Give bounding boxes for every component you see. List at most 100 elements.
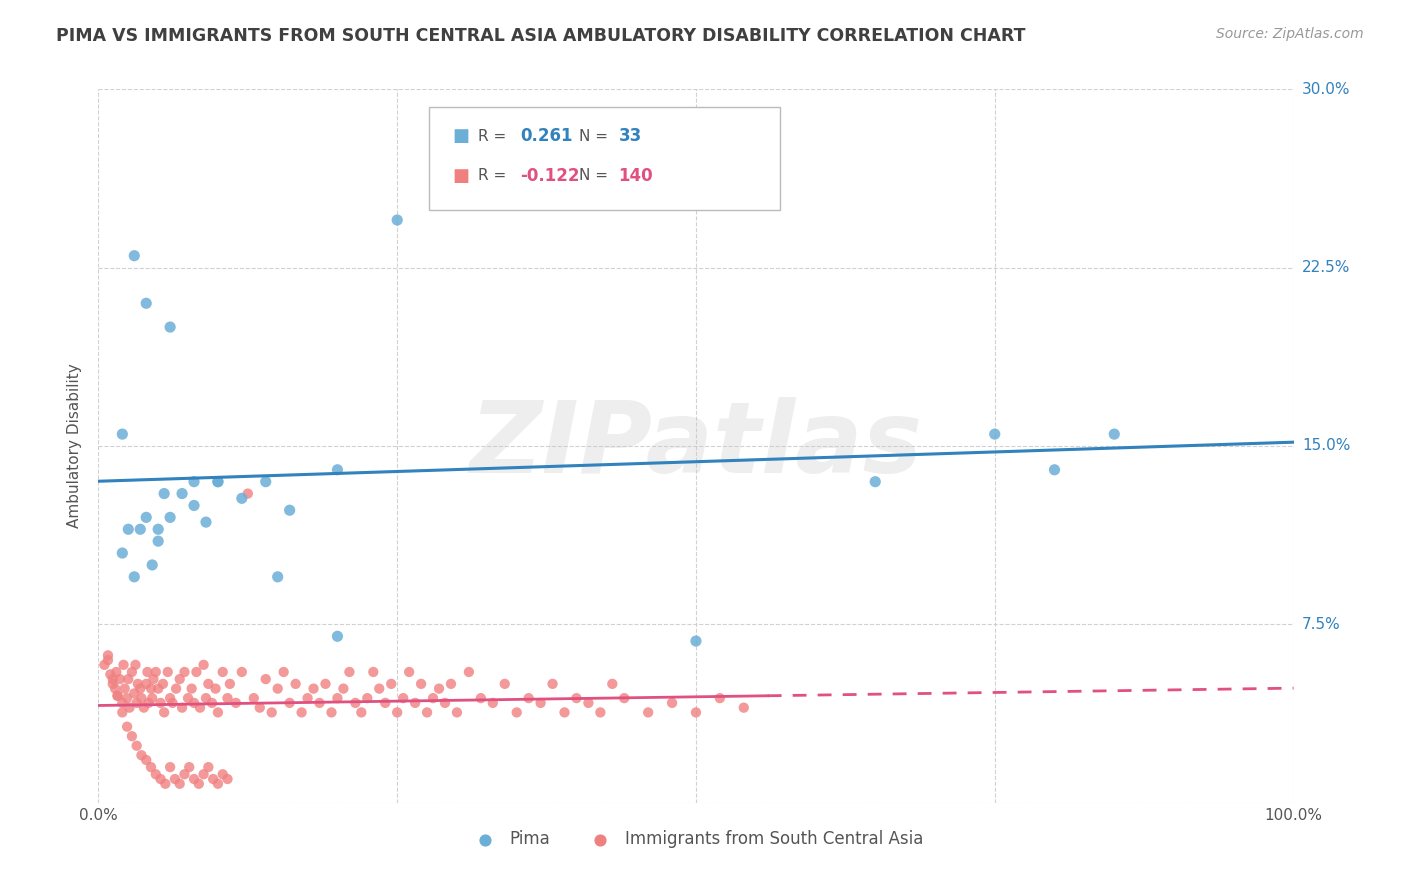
Point — [308, 696, 330, 710]
Point — [141, 558, 163, 572]
Point — [155, 777, 177, 791]
Point — [139, 760, 162, 774]
Point — [127, 677, 149, 691]
Point — [326, 629, 349, 643]
Point — [132, 700, 155, 714]
Point — [637, 706, 659, 720]
Point — [709, 691, 731, 706]
Point — [141, 691, 163, 706]
Point — [183, 499, 205, 513]
Point — [204, 681, 226, 696]
Point — [172, 700, 194, 714]
Point — [173, 665, 195, 679]
Point — [197, 677, 219, 691]
Point — [98, 667, 122, 681]
Point — [195, 691, 218, 706]
Point — [148, 534, 170, 549]
Point — [180, 681, 202, 696]
Point — [186, 665, 208, 679]
Point — [481, 696, 505, 710]
Point — [541, 677, 564, 691]
Point — [114, 681, 136, 696]
Point — [145, 665, 167, 679]
Point — [129, 681, 152, 696]
Point — [131, 748, 153, 763]
Point — [613, 691, 636, 706]
Point — [685, 634, 707, 648]
Point — [179, 760, 201, 774]
Point — [339, 665, 361, 679]
Point — [411, 677, 433, 691]
Point — [284, 677, 307, 691]
Point — [101, 677, 124, 691]
Point — [211, 665, 233, 679]
Point — [142, 672, 165, 686]
Text: ■: ■ — [453, 167, 470, 185]
Point — [121, 729, 143, 743]
Point — [661, 696, 683, 710]
Text: 140: 140 — [619, 167, 654, 185]
Point — [124, 686, 146, 700]
Point — [565, 691, 588, 706]
Point — [156, 665, 179, 679]
Point — [111, 427, 134, 442]
Point — [124, 570, 146, 584]
Point — [446, 706, 468, 720]
Point — [145, 767, 167, 781]
Point — [202, 772, 225, 786]
Point — [385, 213, 409, 227]
Point — [207, 706, 229, 720]
Point — [374, 696, 396, 710]
Point — [363, 665, 385, 679]
Point — [149, 696, 172, 710]
Point — [315, 677, 337, 691]
Point — [207, 475, 229, 489]
Point — [685, 706, 707, 720]
Point — [111, 706, 134, 720]
Point — [530, 696, 553, 710]
Point — [267, 570, 290, 584]
Point — [231, 665, 253, 679]
Point — [193, 657, 215, 672]
Point — [187, 777, 209, 791]
Point — [380, 677, 402, 691]
Point — [159, 691, 181, 706]
Point — [124, 249, 146, 263]
Text: 15.0%: 15.0% — [1302, 439, 1350, 453]
Point — [326, 691, 349, 706]
Point — [169, 777, 191, 791]
Point — [554, 706, 576, 720]
Point — [231, 491, 253, 506]
Point — [350, 706, 373, 720]
Point — [344, 696, 367, 710]
Point — [422, 691, 444, 706]
Point — [506, 706, 529, 720]
Point — [135, 510, 157, 524]
Point — [129, 522, 152, 536]
Point — [125, 739, 148, 753]
Text: N =: N = — [579, 169, 613, 183]
Point — [368, 681, 391, 696]
Point — [183, 696, 205, 710]
Text: 30.0%: 30.0% — [1302, 82, 1350, 96]
Point — [115, 691, 138, 706]
Point — [101, 672, 124, 686]
Point — [139, 681, 162, 696]
Text: 0.261: 0.261 — [520, 128, 572, 145]
Point — [211, 767, 233, 781]
Point — [136, 665, 159, 679]
Text: -0.122: -0.122 — [520, 167, 579, 185]
Point — [249, 700, 271, 714]
Text: N =: N = — [579, 129, 613, 144]
Point — [162, 696, 184, 710]
Point — [135, 753, 157, 767]
Point — [193, 767, 215, 781]
Point — [733, 700, 755, 714]
Point — [440, 677, 463, 691]
Point — [115, 720, 138, 734]
Point — [93, 657, 115, 672]
Point — [356, 691, 378, 706]
Point — [125, 696, 148, 710]
Point — [1043, 463, 1066, 477]
Point — [446, 142, 468, 156]
